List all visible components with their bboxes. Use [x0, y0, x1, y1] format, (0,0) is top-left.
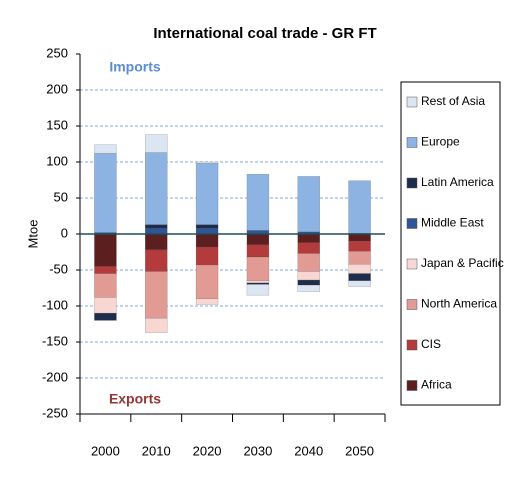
bar-segment — [297, 253, 320, 272]
bar-segment — [348, 240, 371, 252]
y-tick-label: -150 — [42, 333, 68, 348]
bar-segment — [348, 263, 371, 274]
x-tick-label: 2000 — [91, 443, 120, 458]
annotation: Imports — [109, 59, 161, 75]
bar-segment — [297, 271, 320, 281]
legend-swatch — [406, 96, 418, 108]
legend-swatch — [406, 380, 418, 391]
bar-segment — [94, 153, 117, 233]
bar-segment — [145, 271, 168, 319]
legend-swatch — [406, 218, 418, 229]
bar-segment — [94, 144, 117, 154]
legend-box — [400, 81, 501, 406]
y-tick-label: -200 — [42, 369, 68, 384]
legend-label: Middle East — [421, 216, 484, 230]
bar-segment — [195, 264, 219, 300]
bar-segment — [145, 317, 168, 333]
y-tick-label: 250 — [46, 45, 68, 60]
bar-segment — [94, 266, 117, 274]
x-tick-label: 2030 — [243, 443, 272, 458]
bar-segment — [145, 152, 168, 225]
bar-segment — [195, 298, 219, 305]
x-tick-label: 2040 — [294, 443, 323, 458]
legend-label: Europe — [421, 135, 460, 149]
bar-segment — [246, 256, 270, 282]
bar-segment — [246, 280, 270, 284]
bar-segment — [195, 233, 219, 248]
legend-label: North America — [421, 297, 497, 311]
bar-segment — [348, 273, 371, 282]
legend-swatch — [406, 137, 418, 148]
legend-swatch — [406, 299, 418, 310]
bar-segment — [195, 224, 219, 229]
bar-segment — [348, 280, 371, 287]
bar-segment — [94, 297, 117, 314]
legend-swatch — [406, 339, 418, 351]
x-tick-label: 2020 — [193, 443, 222, 458]
legend-label: Rest of Asia — [421, 94, 485, 108]
annotation: Exports — [109, 391, 161, 407]
legend-label: CIS — [421, 337, 441, 351]
legend-label: Japan & Pacific — [421, 256, 504, 270]
bar-segment — [348, 251, 371, 265]
bar-segment — [145, 233, 168, 251]
bar-segment — [195, 163, 219, 225]
bar-segment — [246, 284, 270, 296]
y-tick-label: 100 — [46, 153, 68, 168]
y-tick-label: 150 — [46, 117, 68, 132]
legend-label: Africa — [421, 378, 452, 392]
legend-swatch — [406, 177, 418, 189]
bar-segment — [145, 224, 168, 229]
bar-segment — [94, 233, 117, 267]
bar-segment — [145, 134, 168, 153]
y-tick-label: 200 — [46, 81, 68, 96]
y-axis-label: Mtoe — [25, 220, 40, 249]
legend-swatch — [406, 258, 418, 270]
x-tick-label: 2010 — [142, 443, 171, 458]
bar-segment — [246, 173, 270, 231]
bar-segment — [348, 180, 371, 234]
bar-segment — [94, 273, 117, 298]
y-tick-label: -50 — [49, 261, 68, 276]
legend-label: Latin America — [421, 175, 494, 189]
x-tick-label: 2050 — [345, 443, 374, 458]
bar-segment — [246, 244, 270, 258]
bar-segment — [297, 284, 320, 292]
bar-segment — [195, 161, 219, 164]
bar-segment — [94, 312, 117, 321]
bar-segment — [348, 233, 371, 242]
bar-segment — [145, 249, 168, 272]
chart-title: International coal trade - GR FT — [153, 25, 376, 42]
y-tick-label: 0 — [61, 225, 68, 240]
bar-segment — [297, 279, 320, 286]
bar-segment — [297, 176, 320, 233]
bar-segment — [297, 242, 320, 254]
bar-segment — [246, 233, 270, 246]
bar-segment — [195, 246, 219, 266]
bar-segment — [195, 227, 219, 235]
bar-segment — [297, 233, 320, 243]
y-tick-label: -100 — [42, 297, 68, 312]
y-tick-label: -250 — [42, 405, 68, 420]
bar-segment — [145, 227, 168, 235]
y-tick-label: 50 — [54, 189, 68, 204]
